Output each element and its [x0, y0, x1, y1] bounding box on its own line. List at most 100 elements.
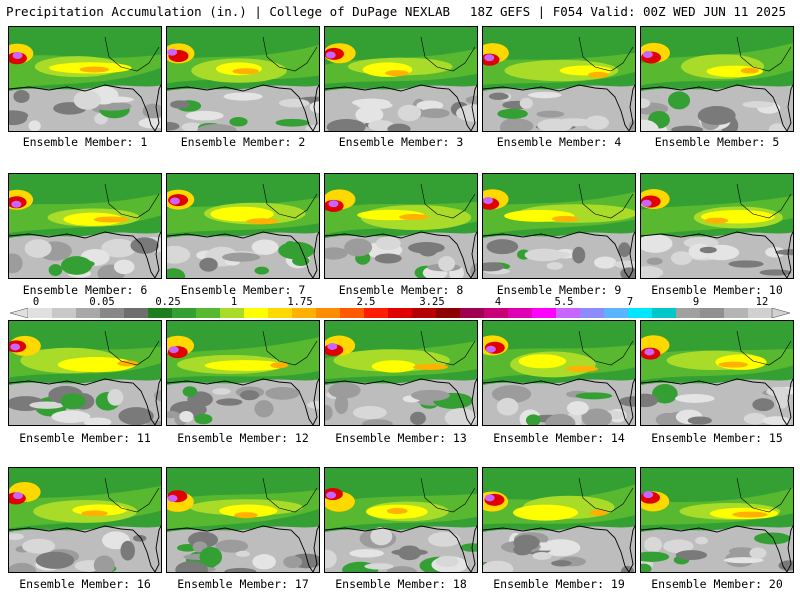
- precip-field-map: [641, 321, 793, 425]
- ensemble-member-label: Ensemble Member: 12: [177, 431, 309, 445]
- ensemble-member-label: Ensemble Member: 3: [338, 135, 464, 149]
- ensemble-member-label: Ensemble Member: 8: [338, 283, 464, 297]
- ensemble-member-label: Ensemble Member: 11: [19, 431, 151, 445]
- colorbar-swatch: [580, 308, 605, 318]
- colorbar-label: 0.05: [89, 296, 115, 308]
- colorbar-swatch: [460, 308, 485, 318]
- colorbar-swatch: [532, 308, 557, 318]
- ensemble-member-panel: [8, 320, 162, 426]
- ensemble-member-panel: [324, 467, 478, 573]
- colorbar-swatch: [364, 308, 389, 318]
- colorbar-label: 0.25: [155, 296, 181, 308]
- precip-field-map: [167, 174, 319, 278]
- run-valid-time: 18Z GEFS | F054 Valid: 00Z WED JUN 11 20…: [469, 4, 786, 19]
- colorbar-label: 1.75: [287, 296, 313, 308]
- ensemble-member-label: Ensemble Member: 2: [180, 135, 306, 149]
- ensemble-member-label: Ensemble Member: 4: [496, 135, 622, 149]
- ensemble-member-panel: [640, 26, 794, 132]
- precip-field-map: [483, 468, 635, 572]
- ensemble-member-panel: [482, 26, 636, 132]
- colorbar-swatch: [172, 308, 197, 318]
- colorbar-swatch: [268, 308, 293, 318]
- colorbar-swatch: [748, 308, 773, 318]
- ensemble-member-label: Ensemble Member: 7: [180, 283, 306, 297]
- ensemble-member-label: Ensemble Member: 10: [651, 283, 783, 297]
- colorbar-swatch: [196, 308, 221, 318]
- colorbar-label: 4: [494, 296, 502, 308]
- colorbar-label: 2.5: [356, 296, 376, 308]
- ensemble-member-panel: [166, 173, 320, 279]
- colorbar-swatch: [52, 308, 77, 318]
- colorbar-label: 7: [626, 296, 634, 308]
- ensemble-member-label: Ensemble Member: 13: [335, 431, 467, 445]
- colorbar-swatch: [700, 308, 725, 318]
- ensemble-member-label: Ensemble Member: 19: [493, 577, 625, 591]
- colorbar-swatch: [652, 308, 677, 318]
- precip-field-map: [325, 27, 477, 131]
- colorbar-label: 5.5: [554, 296, 574, 308]
- colorbar-label: 3.25: [419, 296, 445, 308]
- ensemble-member-label: Ensemble Member: 16: [19, 577, 151, 591]
- colorbar-swatch: [220, 308, 245, 318]
- precip-field-map: [167, 321, 319, 425]
- colorbar-swatch: [436, 308, 461, 318]
- ensemble-member-label: Ensemble Member: 1: [22, 135, 148, 149]
- colorbar-swatch: [604, 308, 629, 318]
- colorbar-swatch: [124, 308, 149, 318]
- ensemble-member-panel: [8, 467, 162, 573]
- precip-field-map: [167, 27, 319, 131]
- precip-field-map: [9, 321, 161, 425]
- precip-field-map: [483, 174, 635, 278]
- precip-field-map: [325, 174, 477, 278]
- ensemble-member-label: Ensemble Member: 9: [496, 283, 622, 297]
- ensemble-member-label: Ensemble Member: 14: [493, 431, 625, 445]
- precip-field-map: [483, 321, 635, 425]
- precipitation-colorbar: [10, 308, 790, 318]
- colorbar-swatch: [100, 308, 125, 318]
- ensemble-member-panel: [324, 320, 478, 426]
- ensemble-member-label: Ensemble Member: 5: [654, 135, 780, 149]
- colorbar-max-arrow: [771, 308, 790, 318]
- ensemble-member-panel: [324, 173, 478, 279]
- ensemble-member-panel: [640, 320, 794, 426]
- ensemble-member-panel: [482, 320, 636, 426]
- precip-field-map: [483, 27, 635, 131]
- precip-field-map: [9, 174, 161, 278]
- colorbar-label: 9: [692, 296, 700, 308]
- ensemble-member-panel: [640, 467, 794, 573]
- colorbar-swatch: [76, 308, 101, 318]
- ensemble-member-panel: [324, 26, 478, 132]
- colorbar-swatch: [292, 308, 317, 318]
- ensemble-member-panel: [166, 467, 320, 573]
- colorbar-swatch: [508, 308, 533, 318]
- colorbar-swatch: [340, 308, 365, 318]
- colorbar-swatch: [412, 308, 437, 318]
- precip-field-map: [167, 468, 319, 572]
- precip-field-map: [9, 27, 161, 131]
- ensemble-member-panel: [8, 173, 162, 279]
- precip-field-map: [641, 27, 793, 131]
- colorbar-swatch: [556, 308, 581, 318]
- ensemble-member-panel: [640, 173, 794, 279]
- colorbar-label: 1: [230, 296, 238, 308]
- ensemble-member-label: Ensemble Member: 6: [22, 283, 148, 297]
- colorbar-swatch: [316, 308, 341, 318]
- colorbar-swatch: [244, 308, 269, 318]
- ensemble-member-panel: [166, 320, 320, 426]
- ensemble-member-panel: [482, 173, 636, 279]
- ensemble-member-panel: [8, 26, 162, 132]
- ensemble-member-label: Ensemble Member: 15: [651, 431, 783, 445]
- colorbar-min-arrow: [10, 308, 29, 318]
- colorbar-swatch: [484, 308, 509, 318]
- colorbar-labels: 0 0.05 0.25 1 1.75 2.5 3.25 4 5.5 7 9 12: [0, 296, 800, 308]
- ensemble-member-panel: [166, 26, 320, 132]
- precip-field-map: [641, 174, 793, 278]
- precip-field-map: [641, 468, 793, 572]
- ensemble-member-panel: [482, 467, 636, 573]
- colorbar-swatch: [628, 308, 653, 318]
- map-title: Precipitation Accumulation (in.) | Colle…: [6, 4, 451, 19]
- colorbar-swatch: [28, 308, 53, 318]
- precip-field-map: [325, 468, 477, 572]
- colorbar-label: 0: [32, 296, 40, 308]
- colorbar-swatch: [676, 308, 701, 318]
